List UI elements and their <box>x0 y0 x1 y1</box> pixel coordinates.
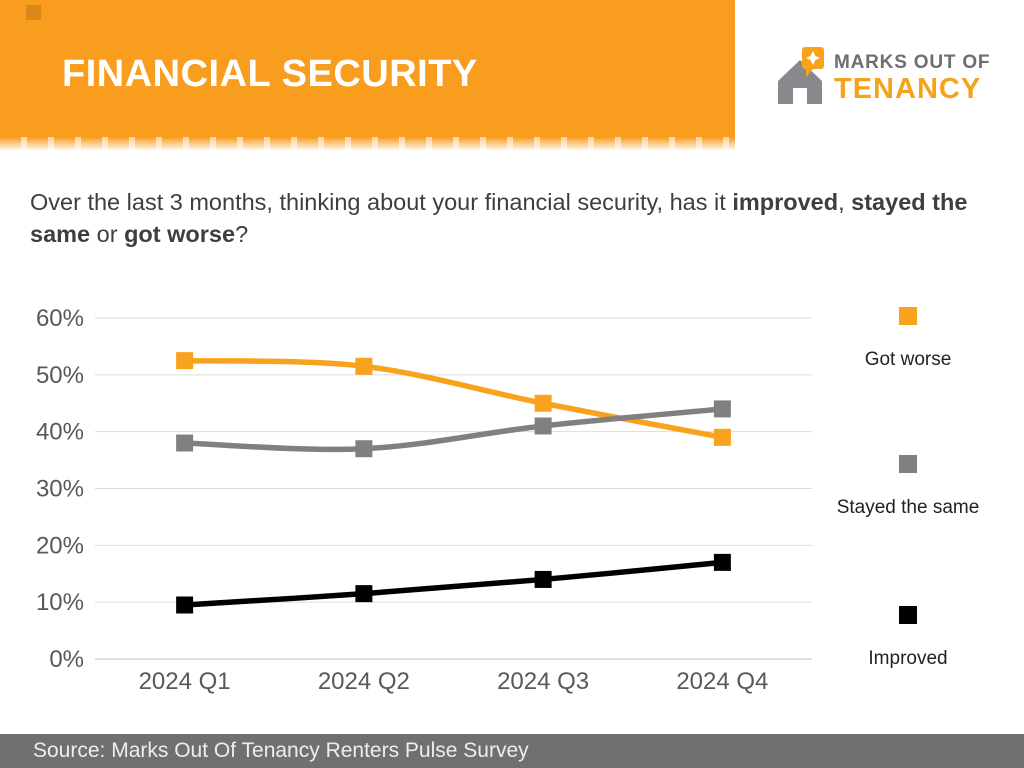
question-plain-text: , <box>838 189 852 215</box>
y-axis-tick-label: 40% <box>36 419 84 446</box>
x-axis-tick-label: 2024 Q2 <box>318 668 410 695</box>
legend-label: Stayed the same <box>836 497 980 518</box>
question-plain-text: Over the last 3 months, thinking about y… <box>30 189 733 215</box>
legend-entry: Got worse <box>808 307 1008 371</box>
y-axis-tick-label: 30% <box>36 476 84 503</box>
data-point-marker <box>176 352 194 370</box>
y-axis-tick-label: 0% <box>49 646 84 673</box>
data-point-marker <box>534 570 552 588</box>
data-point-marker <box>534 417 552 435</box>
corner-accent <box>26 5 41 20</box>
chart-legend: Got worse Stayed the same Improved <box>808 298 1008 678</box>
data-point-marker <box>713 553 731 571</box>
data-point-marker <box>176 596 194 614</box>
brand-name-line2: TENANCY <box>834 72 982 105</box>
legend-label: Improved <box>868 648 948 669</box>
question-plain-text: ? <box>235 221 249 247</box>
legend-swatch <box>899 307 917 325</box>
logo-badge-icon <box>802 47 824 77</box>
question-plain-text: or <box>90 221 125 247</box>
x-axis-tick-label: 2024 Q4 <box>676 668 768 695</box>
data-point-marker <box>713 400 731 418</box>
brand-logo: MARKS OUT OF TENANCY <box>776 46 1016 110</box>
legend-swatch <box>899 455 917 473</box>
question-text: Over the last 3 months, thinking about y… <box>30 186 982 250</box>
question-bold-text: improved <box>732 189 839 215</box>
question-bold-text: got worse <box>124 221 236 247</box>
line-chart: 0% 10% 20% 30% 40% 50% 60% 2024 Q1 2024 Q2 2024 Q… <box>36 305 812 695</box>
source-text: Source: Marks Out Of Tenancy Renters Pul… <box>33 739 529 762</box>
y-axis-tick-label: 50% <box>36 362 84 389</box>
question-bold-text: stayed the same <box>30 189 968 247</box>
legend-label: Got worse <box>864 349 952 370</box>
header-perforated-edge <box>0 137 735 151</box>
brand-name-line1: MARKS OUT OF <box>834 51 991 73</box>
y-axis-tick-label: 60% <box>36 305 84 332</box>
data-point-marker <box>534 394 552 412</box>
x-axis-tick-label: 2024 Q1 <box>139 668 231 695</box>
data-point-marker <box>355 357 373 375</box>
data-point-marker <box>355 585 373 603</box>
footer-bar: Source: Marks Out Of Tenancy Renters Pul… <box>0 734 1024 768</box>
y-axis-tick-label: 10% <box>36 589 84 616</box>
legend-entry: Stayed the same <box>808 455 1008 519</box>
data-point-marker <box>713 428 731 446</box>
data-point-marker <box>355 440 373 458</box>
series-line <box>184 559 723 608</box>
series-line <box>184 406 723 453</box>
y-axis-tick-label: 20% <box>36 532 84 559</box>
series-line <box>184 357 723 441</box>
brand-name: MARKS OUT OF TENANCY <box>834 53 990 104</box>
legend-entry: Improved <box>808 606 1008 670</box>
data-point-marker <box>176 434 194 452</box>
legend-swatch <box>899 606 917 624</box>
page-title: FINANCIAL SECURITY <box>62 53 478 95</box>
x-axis-tick-label: 2024 Q3 <box>497 668 589 695</box>
header-bar: FINANCIAL SECURITY <box>0 0 735 137</box>
house-icon <box>778 47 824 104</box>
